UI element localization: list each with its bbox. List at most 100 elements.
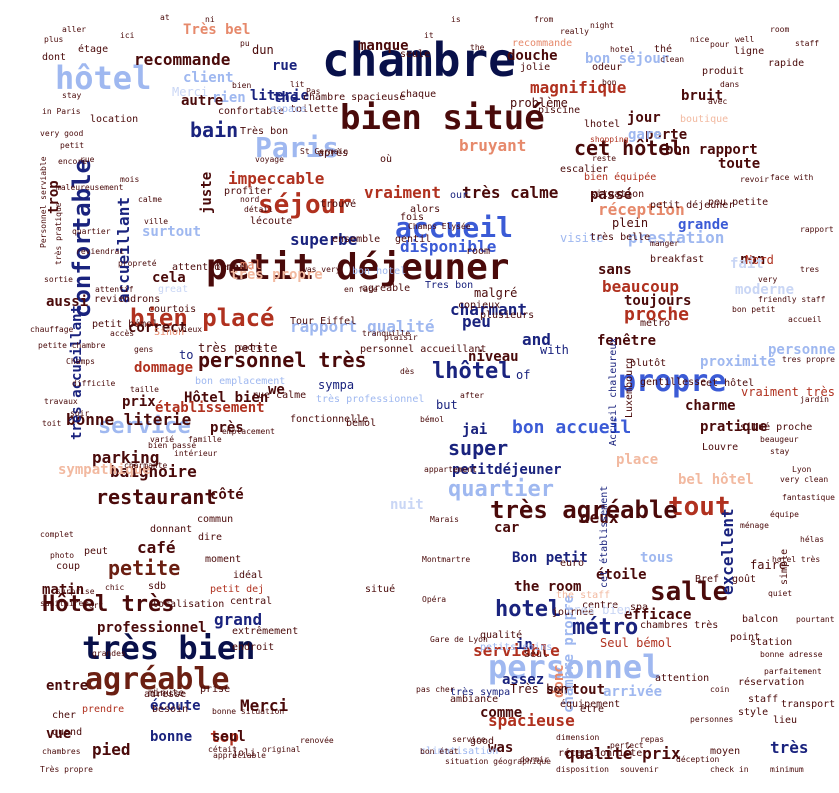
cloud-word: près: [210, 420, 244, 436]
cloud-word: fenêtre: [597, 333, 657, 349]
cloud-word: sympathique: [58, 462, 151, 478]
cloud-word: moderne: [735, 282, 795, 298]
cloud-word: bon petit: [732, 305, 776, 314]
cloud-word: copieux: [458, 300, 501, 311]
cloud-word: visite: [560, 231, 604, 245]
cloud-word: hotel: [610, 45, 635, 54]
cloud-word: non: [740, 252, 766, 268]
cloud-word: douche: [507, 48, 558, 64]
cloud-word: petits soins: [480, 642, 553, 653]
cloud-word: emplacement: [222, 427, 275, 436]
cloud-word: encore: [58, 157, 87, 166]
cloud-word: bain: [190, 118, 239, 142]
cloud-word: bel hôtel: [678, 472, 754, 488]
cloud-word: très calme: [462, 183, 559, 202]
cloud-word: Champs Elysée: [408, 222, 471, 231]
cloud-word: famille: [188, 435, 222, 444]
cloud-word: jolie: [520, 62, 551, 73]
cloud-word: the: [273, 90, 299, 106]
cloud-word: central: [230, 596, 273, 607]
cloud-word: tranquille: [362, 329, 411, 338]
cloud-word: Bref: [695, 574, 720, 585]
cloud-word: voyage: [255, 155, 284, 164]
cloud-word: cet hôtel: [574, 136, 683, 160]
cloud-word: centre: [582, 600, 619, 611]
cloud-word: lieu: [773, 715, 798, 726]
cloud-word: we: [268, 382, 285, 398]
cloud-word: très belle: [590, 232, 651, 243]
cloud-word: manque: [358, 38, 409, 54]
cloud-word: charmante: [124, 461, 168, 470]
cloud-word: être: [580, 704, 605, 715]
cloud-word: très sympa: [450, 687, 511, 698]
cloud-word: personnel: [488, 648, 662, 686]
cloud-word: coin: [710, 685, 730, 694]
cloud-word: fantastique: [782, 493, 835, 502]
cloud-word: efficace: [624, 607, 692, 623]
cloud-word: surtout: [142, 224, 202, 240]
cloud-word: sortie: [44, 275, 73, 284]
cloud-word: calme: [138, 195, 163, 204]
cloud-word: cet établissement: [599, 485, 610, 588]
cloud-word: Très bon: [240, 126, 289, 137]
cloud-word: manger: [650, 239, 679, 248]
cloud-word: rue: [272, 58, 298, 74]
cloud-word: in: [516, 637, 533, 653]
cloud-word: commun: [197, 514, 234, 525]
cloud-word: besoin: [152, 704, 189, 715]
cloud-word: jai: [462, 422, 488, 438]
cloud-word: Tres bon: [425, 280, 474, 291]
cloud-word: is: [451, 15, 461, 24]
cloud-word: ville: [144, 217, 169, 226]
cloud-word: really: [560, 27, 589, 36]
cloud-word: idéal: [233, 570, 264, 581]
cloud-word: fait: [730, 256, 764, 272]
cloud-word: Pas: [306, 87, 321, 96]
cloud-word: thé: [654, 44, 673, 55]
cloud-word: Hôtel très: [42, 592, 175, 617]
cloud-word: fois: [400, 212, 425, 223]
cloud-word: quartier: [72, 227, 111, 236]
cloud-word: room: [466, 246, 491, 257]
cloud-word: Seul bémol: [600, 636, 673, 650]
cloud-word: cétait: [208, 745, 237, 754]
cloud-word: friendly staff: [758, 295, 826, 304]
cloud-word: ici: [120, 31, 135, 40]
cloud-word: lécoute: [250, 216, 293, 227]
cloud-word: nice: [690, 35, 710, 44]
cloud-word: rue: [80, 155, 95, 164]
cloud-word: in Paris: [42, 107, 81, 116]
cloud-word: dire: [198, 532, 223, 543]
cloud-word: chambres: [42, 747, 81, 756]
cloud-word: quartier: [448, 477, 554, 502]
cloud-word: chambre spacieuse: [303, 92, 406, 103]
cloud-word: bien passé: [148, 441, 197, 450]
cloud-word: grandes: [92, 649, 126, 658]
cloud-word: hotel: [495, 597, 562, 622]
cloud-word: plus: [44, 35, 64, 44]
cloud-word: minute: [148, 688, 185, 699]
cloud-word: jardin: [800, 395, 829, 404]
cloud-word: was very: [302, 265, 341, 274]
cloud-word: petite: [108, 556, 181, 580]
cloud-word: recommande: [134, 50, 231, 69]
cloud-word: cet hôtel: [700, 378, 755, 389]
cloud-word: the: [470, 43, 485, 52]
cloud-word: attentif: [95, 285, 134, 294]
cloud-word: hélas: [800, 535, 825, 544]
cloud-word: personnes: [690, 715, 734, 724]
cloud-word: gentil: [395, 234, 432, 245]
cloud-word: top: [210, 727, 239, 746]
cloud-word: Marais: [430, 515, 459, 524]
cloud-word: intérieur: [174, 449, 218, 458]
cloud-word: Paris: [255, 131, 340, 164]
cloud-word: reviendrons: [94, 294, 161, 305]
cloud-word: seule: [400, 49, 431, 60]
cloud-word: Hôtel bien: [184, 390, 269, 406]
cloud-word: moment: [205, 554, 242, 565]
cloud-word: fonctionnelle: [290, 414, 369, 425]
cloud-word: service: [98, 414, 191, 439]
cloud-word: impeccable: [228, 169, 325, 188]
cloud-word: équipement: [560, 699, 621, 710]
cloud-word: stay: [770, 447, 790, 456]
